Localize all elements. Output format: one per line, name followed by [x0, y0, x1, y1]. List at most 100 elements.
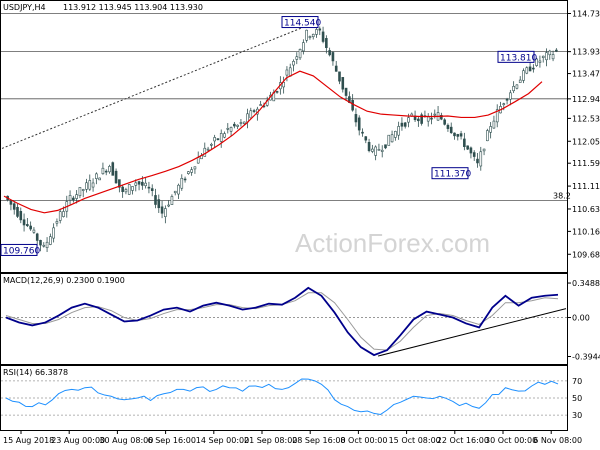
candle-body — [42, 244, 46, 247]
candle-body — [167, 204, 170, 207]
macd-main-line — [5, 286, 559, 357]
price-tick-label: 112.940 — [572, 95, 600, 104]
candle-body — [459, 133, 463, 137]
candle-body — [518, 79, 522, 83]
candle-body — [449, 126, 453, 134]
candle-body — [45, 241, 49, 248]
candle-body — [160, 206, 164, 214]
candle-body — [351, 100, 354, 111]
candle-body — [315, 29, 318, 35]
candle-body — [479, 151, 483, 167]
price-tick-label: 112.530 — [572, 114, 600, 123]
candle-body — [282, 82, 285, 88]
candle-body — [430, 117, 433, 120]
candle-body — [321, 31, 325, 42]
rsi-tick-label: 70 — [572, 377, 582, 386]
candle-body — [384, 144, 387, 149]
price-tick-label: 109.680 — [572, 250, 600, 259]
candle-body — [252, 110, 256, 112]
candle-body — [371, 148, 374, 152]
candle-body — [114, 170, 118, 184]
candle-body — [137, 181, 141, 185]
price-tag-label: 109.760 — [3, 246, 40, 256]
candle-body — [242, 121, 246, 124]
candle-body — [407, 117, 410, 123]
macd-signal-line — [5, 292, 559, 351]
rsi-line — [5, 378, 559, 415]
candle-body — [22, 219, 26, 226]
time-tick-label: 6 Nov 08:00 — [533, 436, 582, 445]
candle-body — [12, 203, 16, 210]
candle-body — [469, 147, 473, 154]
candle-body — [180, 177, 184, 189]
candle-body — [476, 158, 479, 164]
candle-body — [233, 123, 236, 127]
candle-body — [486, 130, 489, 142]
candle-body — [341, 77, 345, 90]
candle-body — [522, 70, 525, 81]
candle-body — [19, 211, 23, 221]
candle-body — [111, 162, 115, 176]
ma-line — [3, 70, 543, 214]
candle-body — [259, 104, 262, 106]
rsi-tick-label: 30 — [572, 411, 582, 420]
candle-body — [466, 145, 469, 150]
candle-body — [515, 84, 519, 89]
candle-body — [495, 109, 499, 123]
time-tick-label: 6 Sep 16:00 — [148, 436, 196, 445]
candle-body — [9, 200, 13, 205]
time-tick-label: 28 Sep 16:00 — [292, 436, 345, 445]
price-tick-label: 111.110 — [572, 182, 600, 191]
time-tick-label: 21 Sep 08:00 — [244, 436, 297, 445]
candle-body — [472, 152, 476, 157]
candle-body — [528, 66, 532, 72]
macd-title: MACD(12,26,9) 0.2300 0.1900 — [3, 276, 125, 285]
candle-body — [357, 117, 361, 131]
candle-body — [124, 189, 128, 193]
candle-body — [305, 29, 308, 41]
time-tick-label: 14 Sep 00:00 — [196, 436, 249, 445]
candle-body — [170, 196, 174, 205]
candle-body — [32, 229, 36, 233]
candle-body — [118, 179, 121, 188]
macd-tick-label: -0.3944 — [572, 353, 600, 362]
candle-body — [81, 189, 85, 191]
candle-body — [433, 113, 437, 116]
macd-panel-frame — [0, 273, 568, 365]
candle-body — [203, 147, 207, 157]
time-tick-label: 22 Oct 16:00 — [437, 436, 489, 445]
candle-body — [302, 42, 305, 52]
watermark: ActionForex.com — [295, 228, 490, 258]
candle-body — [354, 114, 358, 123]
candle-body — [62, 211, 65, 217]
chart-header-symbol: USDJPY,H4 — [3, 3, 46, 12]
time-tick-label: 30 Oct 00:00 — [485, 436, 537, 445]
candle-body — [144, 182, 147, 187]
candle-body — [331, 52, 335, 62]
candle-body — [292, 61, 295, 66]
candle-body — [55, 221, 59, 224]
candle-body — [505, 98, 509, 101]
candle-body — [49, 236, 52, 245]
price-tags: 114.540 113.810 111.370 109.760 — [0, 16, 537, 256]
candle-body — [275, 91, 279, 93]
candle-body — [463, 138, 466, 147]
candle-body — [72, 197, 75, 201]
time-tick-label: 23 Aug 00:00 — [51, 436, 105, 445]
candle-body — [380, 149, 384, 152]
candle-body — [446, 124, 450, 129]
candle-body — [525, 67, 529, 74]
candle-body — [196, 157, 200, 164]
candle-body — [443, 119, 446, 125]
rsi-panel-frame — [0, 365, 568, 431]
candle-body — [338, 71, 341, 82]
rsi-title: RSI(14) 66.3878 — [3, 368, 68, 377]
candle-body — [334, 65, 338, 72]
candle-body — [95, 173, 98, 179]
candle-body — [101, 167, 105, 175]
candle-body — [29, 225, 32, 230]
candle-body — [88, 180, 92, 190]
candle-body — [489, 126, 492, 133]
candle-body — [121, 186, 124, 192]
